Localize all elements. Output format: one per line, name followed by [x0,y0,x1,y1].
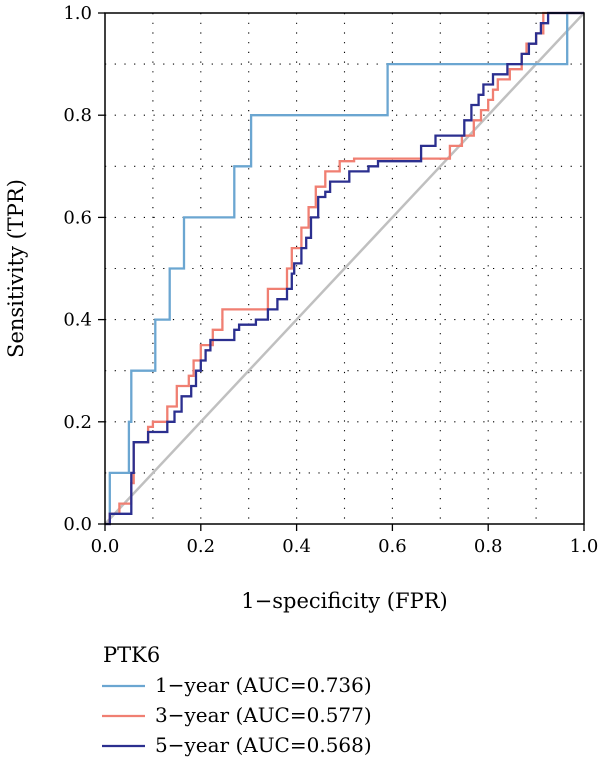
x-tick-label: 0.4 [282,536,311,557]
roc-curve-series-3 [105,11,584,526]
y-axis-title: Sensitivity (TPR) [4,179,28,358]
y-axis: 0.0 0.2 0.4 0.6 0.8 1.0 [63,3,105,535]
x-tick-label: 0.8 [474,536,503,557]
x-tick-label: 0.6 [378,536,407,557]
legend-label-1: 1−year (AUC=0.736) [155,673,372,697]
x-axis: 0.0 0.2 0.4 0.6 0.8 1.0 [91,524,599,557]
y-tick-label: 0.4 [63,310,92,331]
legend-label-2: 3−year (AUC=0.577) [155,703,372,727]
plot-frame [104,12,585,525]
roc-curves [105,11,584,526]
y-tick-label: 0.8 [63,105,92,126]
legend-label-3: 5−year (AUC=0.568) [155,733,372,757]
legend: PTK6 1−year (AUC=0.736) 3−year (AUC=0.577… [102,643,372,757]
roc-curve-series-2 [105,11,584,526]
y-tick-label: 1.0 [63,3,92,24]
x-tick-label: 0.0 [91,536,120,557]
legend-title: PTK6 [103,643,160,667]
x-axis-title: 1−specificity (FPR) [241,589,447,613]
y-tick-label: 0.2 [63,412,92,433]
y-tick-label: 0.6 [63,207,92,228]
x-tick-label: 0.2 [186,536,215,557]
y-tick-label: 0.0 [63,514,92,535]
roc-curve-series-1 [105,11,584,526]
x-tick-label: 1.0 [570,536,599,557]
reference-diagonal-line [104,12,585,525]
